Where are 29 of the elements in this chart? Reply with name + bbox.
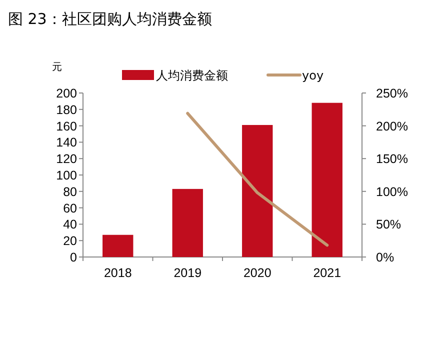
title: 图 23：社区团购人均消费金额 xyxy=(8,10,212,28)
x-tick-label: 2021 xyxy=(313,266,342,280)
y2-tick-label: 50% xyxy=(376,218,402,232)
y2-tick-label: 250% xyxy=(376,86,408,100)
legend-label: 人均消费金额 xyxy=(156,68,228,82)
y-tick-label: 160 xyxy=(56,119,78,134)
bar xyxy=(102,234,134,257)
y-tick-label: 0 xyxy=(70,250,78,264)
y-tick-label: 60 xyxy=(63,201,78,216)
y-tick-label: 100 xyxy=(56,168,78,182)
y2-tick-label: 200% xyxy=(376,119,408,134)
x-tick-label: 2020 xyxy=(243,266,272,280)
ylabel: 元 xyxy=(52,62,62,73)
y-tick-label: 200 xyxy=(56,86,78,100)
bar xyxy=(172,188,203,257)
y-tick-label: 80 xyxy=(63,184,78,199)
y-tick-label: 40 xyxy=(63,218,78,232)
y2-tick-label: 150% xyxy=(376,152,408,166)
y2-tick-label: 0% xyxy=(376,250,394,264)
y-tick-label: 140 xyxy=(56,136,78,150)
bar xyxy=(312,102,342,257)
legend-label: yoy xyxy=(302,68,324,82)
y-tick-label: 20 xyxy=(63,234,78,248)
y-tick-label: 180 xyxy=(56,102,78,117)
x-tick-label: 2019 xyxy=(174,266,202,280)
y-tick-label: 120 xyxy=(56,152,78,166)
x-tick-label: 2018 xyxy=(104,266,132,280)
bar xyxy=(242,124,273,257)
y2-tick-label: 100% xyxy=(376,184,408,199)
